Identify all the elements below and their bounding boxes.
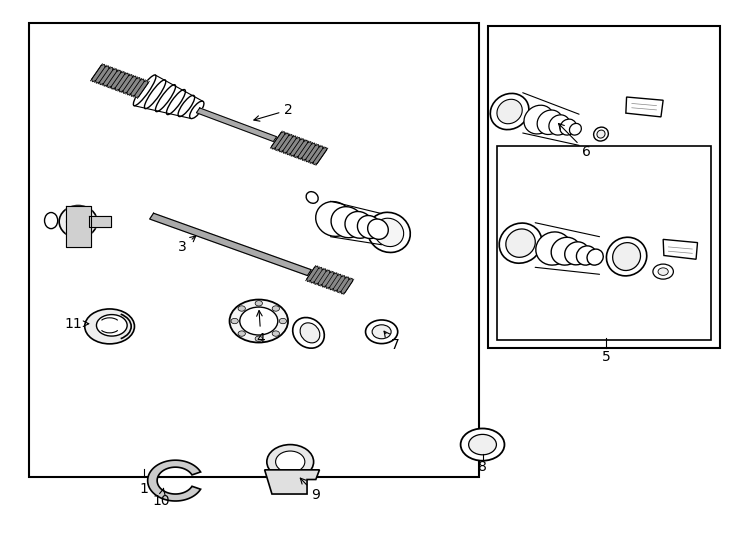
Ellipse shape — [84, 309, 134, 344]
Polygon shape — [272, 132, 327, 165]
Ellipse shape — [490, 93, 529, 130]
Circle shape — [272, 331, 280, 336]
Ellipse shape — [537, 110, 562, 134]
Polygon shape — [89, 217, 111, 227]
Text: 1: 1 — [139, 482, 148, 496]
Ellipse shape — [551, 237, 581, 265]
Ellipse shape — [560, 119, 576, 135]
Ellipse shape — [497, 99, 522, 124]
Text: 11: 11 — [64, 317, 89, 330]
Ellipse shape — [506, 229, 535, 258]
Text: 4: 4 — [257, 310, 266, 346]
Text: 8: 8 — [478, 460, 487, 474]
Polygon shape — [66, 206, 90, 247]
Ellipse shape — [45, 213, 58, 228]
Circle shape — [231, 319, 239, 323]
Circle shape — [372, 325, 391, 339]
Ellipse shape — [606, 237, 647, 276]
Ellipse shape — [189, 101, 204, 119]
Circle shape — [255, 336, 263, 341]
Circle shape — [272, 306, 280, 311]
Circle shape — [238, 331, 245, 336]
Polygon shape — [148, 460, 200, 501]
Ellipse shape — [524, 105, 553, 134]
Circle shape — [275, 451, 305, 472]
Polygon shape — [626, 97, 663, 117]
Circle shape — [658, 268, 668, 275]
Circle shape — [653, 264, 673, 279]
Ellipse shape — [96, 315, 127, 336]
Bar — [29, 23, 479, 477]
Ellipse shape — [613, 242, 641, 271]
Circle shape — [461, 428, 504, 461]
Ellipse shape — [368, 212, 410, 253]
Ellipse shape — [67, 212, 90, 232]
Text: 3: 3 — [178, 236, 196, 254]
Text: 2: 2 — [254, 103, 293, 121]
Text: 6: 6 — [559, 124, 591, 159]
Polygon shape — [92, 64, 148, 98]
Ellipse shape — [587, 249, 603, 265]
Polygon shape — [663, 239, 697, 259]
Ellipse shape — [293, 318, 324, 348]
Circle shape — [240, 307, 277, 335]
Ellipse shape — [316, 201, 352, 237]
Circle shape — [255, 301, 263, 306]
Bar — [487, 25, 720, 348]
Ellipse shape — [59, 206, 97, 238]
Ellipse shape — [549, 115, 570, 135]
Ellipse shape — [368, 219, 388, 239]
Ellipse shape — [331, 207, 363, 238]
Ellipse shape — [594, 127, 608, 141]
Text: 5: 5 — [602, 350, 611, 364]
Ellipse shape — [570, 124, 581, 135]
Circle shape — [468, 434, 496, 455]
Circle shape — [279, 319, 286, 323]
Circle shape — [238, 306, 245, 311]
Text: 7: 7 — [384, 331, 399, 352]
Ellipse shape — [156, 85, 175, 112]
Ellipse shape — [178, 96, 195, 117]
Polygon shape — [150, 213, 311, 275]
Ellipse shape — [564, 242, 589, 265]
Ellipse shape — [576, 246, 596, 265]
Bar — [497, 146, 711, 340]
Ellipse shape — [306, 192, 318, 203]
Polygon shape — [307, 266, 352, 294]
Polygon shape — [265, 470, 319, 494]
Ellipse shape — [597, 130, 605, 138]
Ellipse shape — [357, 215, 381, 239]
Ellipse shape — [499, 223, 542, 263]
Ellipse shape — [536, 232, 571, 265]
Ellipse shape — [134, 75, 156, 106]
Ellipse shape — [374, 218, 404, 247]
Circle shape — [230, 300, 288, 342]
Ellipse shape — [345, 212, 373, 238]
Polygon shape — [197, 108, 277, 141]
Circle shape — [267, 444, 313, 479]
Text: 10: 10 — [152, 488, 170, 508]
Ellipse shape — [145, 80, 166, 109]
Ellipse shape — [300, 323, 320, 343]
Ellipse shape — [167, 90, 186, 114]
Text: 9: 9 — [300, 478, 320, 502]
Circle shape — [366, 320, 398, 343]
